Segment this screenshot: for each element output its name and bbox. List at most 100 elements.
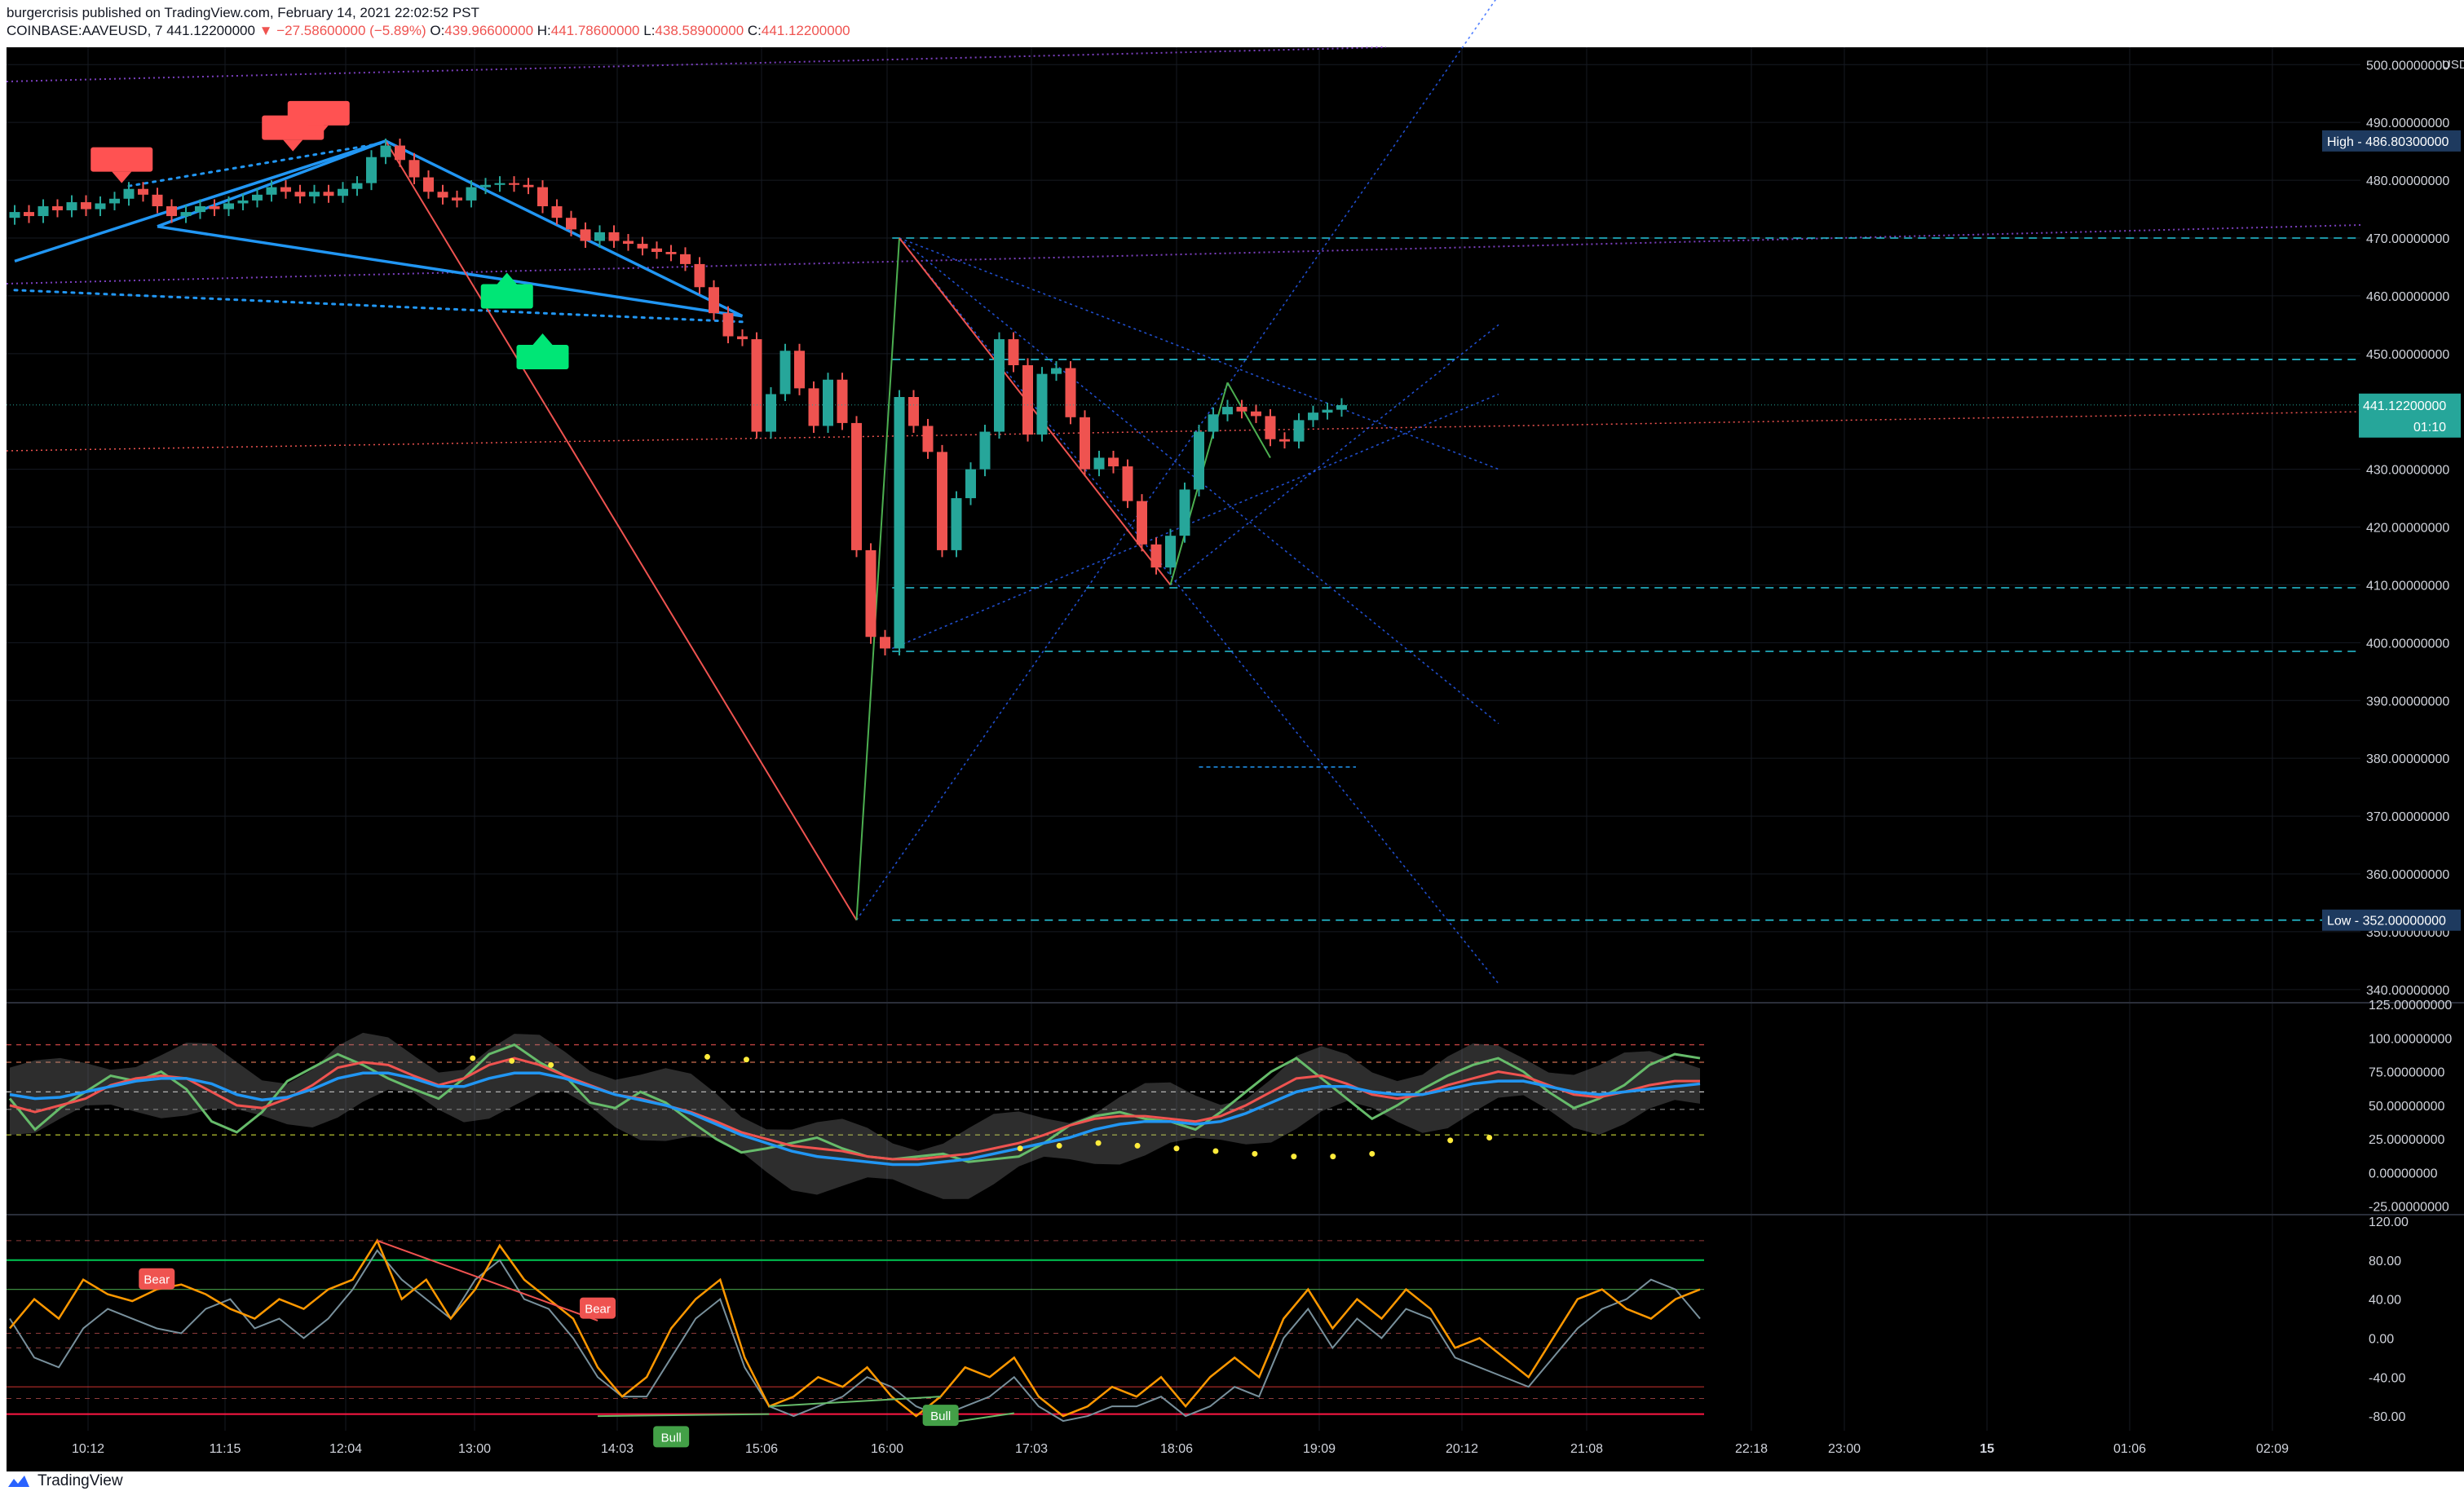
osc1-tick-label: 125.00000000	[2369, 999, 2452, 1012]
candle-down	[1137, 494, 1147, 552]
candle-down	[1251, 404, 1261, 423]
candle-body	[323, 192, 334, 196]
candle-down	[851, 416, 862, 558]
candle-body	[123, 188, 135, 199]
tag-label: Bull	[930, 1410, 951, 1423]
signal-dot	[1447, 1137, 1454, 1144]
signal-dot	[1095, 1140, 1102, 1146]
open-label: O:	[430, 23, 445, 38]
candle-up	[338, 182, 348, 203]
candle-up	[1293, 412, 1305, 449]
down-arrow-icon: ▼	[258, 23, 273, 38]
candle-up	[1051, 361, 1062, 382]
price-tick-label: 390.00000000	[2366, 695, 2449, 708]
candle-body	[1093, 457, 1105, 470]
time-tick-label: 15:06	[745, 1442, 778, 1456]
brand-label[interactable]: TradingView	[38, 1472, 123, 1489]
candle-down	[1279, 432, 1290, 449]
candle-down	[694, 257, 705, 294]
candle-up	[109, 192, 120, 210]
osc1-tick-label: 75.00000000	[2369, 1066, 2445, 1080]
candle-body	[24, 212, 34, 217]
candle-up	[180, 205, 192, 223]
candle-body	[95, 203, 106, 210]
candle-down	[509, 176, 519, 192]
candle-body	[408, 160, 420, 178]
candle-down	[794, 343, 805, 395]
candle-body	[1036, 373, 1048, 435]
candle-up	[494, 176, 506, 192]
candle-down	[709, 280, 719, 320]
candle-up	[1308, 405, 1318, 427]
candle-down	[551, 199, 563, 225]
bull-marker: Bull	[922, 1405, 959, 1427]
zigzag-line	[899, 237, 1172, 586]
candle-body	[894, 397, 905, 649]
price-tick-label: 410.00000000	[2366, 579, 2449, 593]
candle-body	[1265, 416, 1276, 439]
time-tick-label: 19:09	[1303, 1442, 1336, 1456]
time-tick-label: 13:00	[458, 1442, 491, 1456]
long-trend-line-top	[6, 46, 1387, 82]
fan-line	[855, 0, 1496, 921]
signal-dot	[1212, 1148, 1219, 1154]
candles	[9, 139, 1347, 655]
candle-up	[237, 193, 249, 210]
flag-body	[287, 100, 350, 126]
candle-body	[837, 379, 848, 423]
candle-up	[965, 462, 976, 505]
candle-up	[266, 180, 277, 202]
plot-area	[7, 47, 2360, 1431]
time-tick-label: 11:15	[210, 1442, 241, 1456]
grid-lines	[7, 47, 2360, 1431]
candle-up	[1165, 528, 1176, 575]
candle-body	[937, 452, 947, 550]
tag-box	[580, 1297, 616, 1319]
flag-body	[516, 345, 569, 369]
long-trend-line-red	[6, 411, 2361, 452]
time-tick-label: 01:06	[2113, 1442, 2146, 1456]
candle-down	[637, 236, 648, 256]
last-price: 441.12200000	[166, 23, 255, 38]
time-tick-label: 15	[1980, 1442, 1994, 1456]
candle-down	[537, 180, 548, 214]
candle-body	[351, 183, 363, 189]
candle-down	[1065, 361, 1076, 425]
candle-body	[1208, 414, 1219, 432]
price-tick-label: 490.00000000	[2366, 117, 2449, 130]
close-label: C:	[747, 23, 762, 38]
osc2-gray-line	[9, 1249, 1701, 1423]
candle-down	[880, 629, 890, 655]
candle-body	[680, 254, 691, 264]
candle-body	[280, 187, 291, 192]
candle-down	[722, 306, 734, 344]
candle-body	[737, 336, 748, 340]
candle-body	[452, 197, 462, 201]
long-trend-line-mid	[6, 224, 2361, 285]
flag-tip	[283, 139, 303, 152]
osc1-tick-label: 100.00000000	[2369, 1032, 2452, 1046]
osc1-blue-line	[9, 1071, 1701, 1167]
signal-dot	[548, 1061, 554, 1068]
candle-body	[665, 252, 677, 254]
price-tick-label: 400.00000000	[2366, 637, 2449, 651]
close-value: 441.12200000	[761, 23, 850, 38]
candle-body	[38, 206, 49, 217]
candle-down	[908, 390, 919, 433]
candle-body	[566, 218, 576, 230]
signal-dot	[1291, 1154, 1297, 1160]
symbol-label[interactable]: COINBASE:AAVEUSD, 7	[7, 23, 163, 38]
signal-dot	[1252, 1150, 1258, 1157]
candle-down	[665, 245, 677, 262]
price-tick-label: 430.00000000	[2366, 464, 2449, 478]
candle-down	[52, 199, 63, 218]
projection-fan	[855, 0, 1499, 985]
tradingview-logo-icon[interactable]	[7, 1474, 31, 1489]
candle-up	[979, 425, 991, 477]
candle-body	[237, 200, 249, 204]
bear-marker: Bear	[139, 1268, 175, 1290]
change-value: −27.58600000 (−5.89%)	[276, 23, 426, 38]
time-tick-label: 21:08	[1570, 1442, 1603, 1456]
fan-line	[891, 393, 1499, 650]
